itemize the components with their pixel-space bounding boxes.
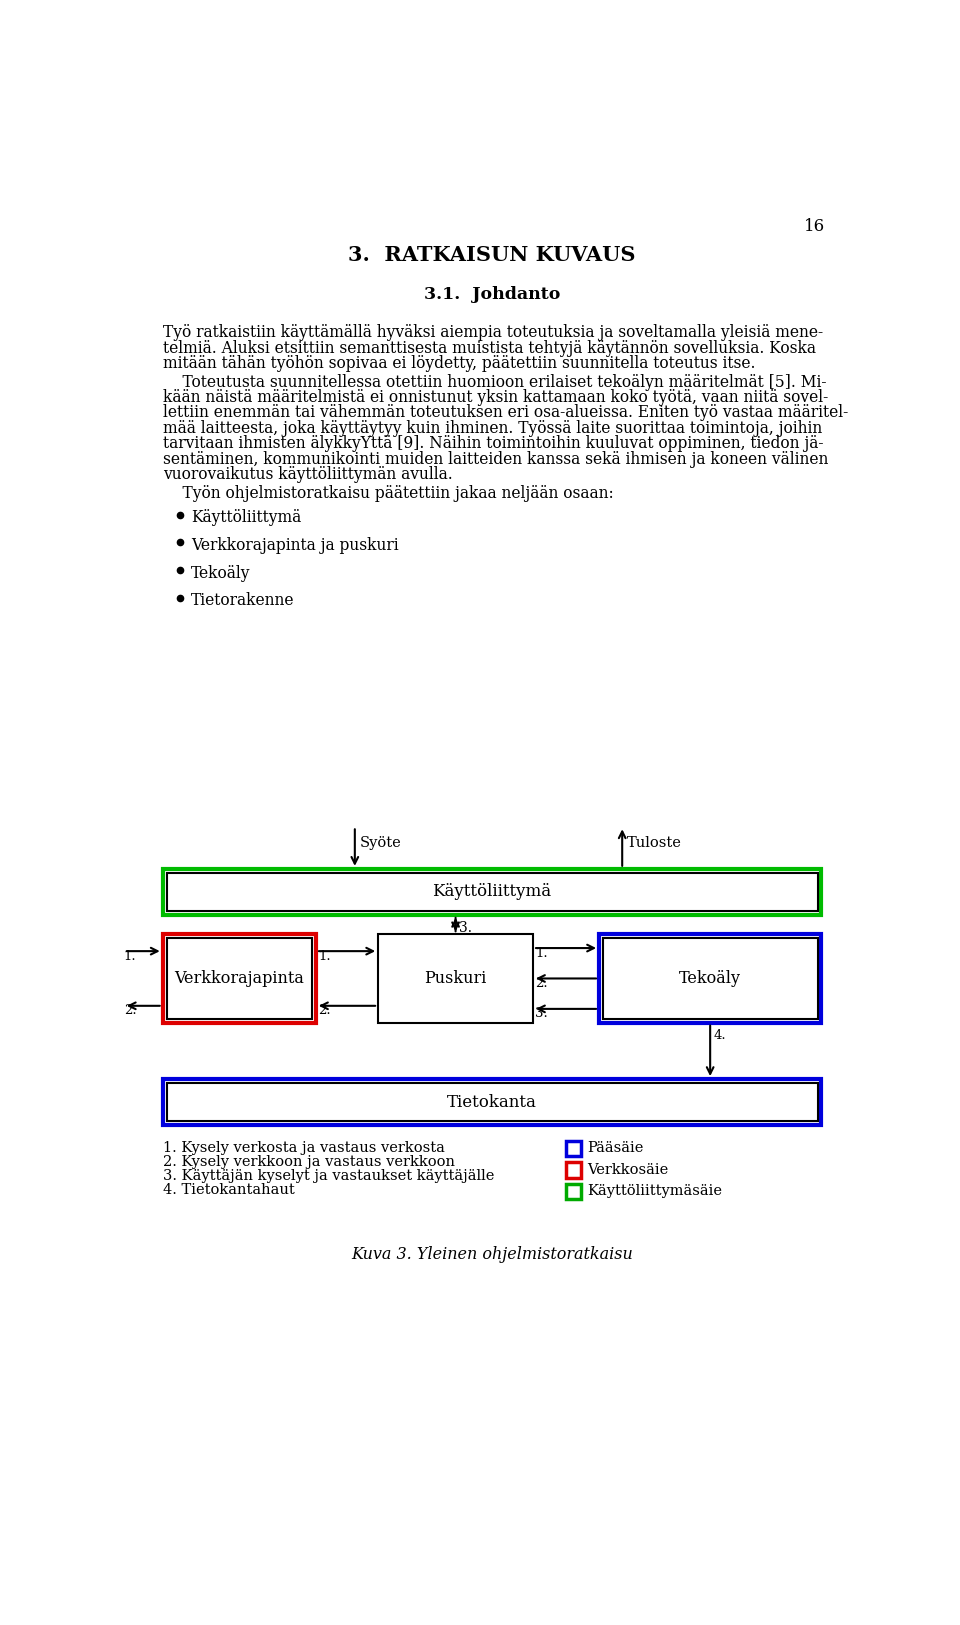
Text: 3.: 3. xyxy=(460,921,472,934)
Text: 1.: 1. xyxy=(536,946,548,959)
Text: Verkkorajapinta: Verkkorajapinta xyxy=(175,970,304,986)
Text: Tietorakenne: Tietorakenne xyxy=(191,593,295,609)
Bar xyxy=(565,1183,581,1199)
Text: tarvitaan ihmisten älykkyYttä [9]. Näihin toimintoihin kuuluvat oppiminen, tiedo: tarvitaan ihmisten älykkyYttä [9]. Näihi… xyxy=(162,436,823,452)
Text: Käyttöliittymä: Käyttöliittymä xyxy=(191,509,301,526)
Bar xyxy=(162,934,316,1022)
Text: Puskuri: Puskuri xyxy=(424,970,487,986)
Bar xyxy=(166,873,818,912)
Text: Syöte: Syöte xyxy=(359,835,401,850)
Text: Käyttöliittymäsäie: Käyttöliittymäsäie xyxy=(588,1185,722,1198)
Text: 1. Kysely verkosta ja vastaus verkosta: 1. Kysely verkosta ja vastaus verkosta xyxy=(162,1141,444,1154)
Text: Tekoäly: Tekoäly xyxy=(191,564,251,582)
Bar xyxy=(378,934,533,1022)
Text: Pääsäie: Pääsäie xyxy=(588,1141,644,1155)
Text: 2. Kysely verkkoon ja vastaus verkkoon: 2. Kysely verkkoon ja vastaus verkkoon xyxy=(162,1155,455,1168)
Bar xyxy=(565,1141,581,1155)
Text: mitään tähän työhön sopivaa ei löydetty, päätettiin suunnitella toteutus itse.: mitään tähän työhön sopivaa ei löydetty,… xyxy=(162,356,756,372)
Text: 3.1.  Johdanto: 3.1. Johdanto xyxy=(423,286,561,302)
Text: 3.: 3. xyxy=(536,1008,548,1020)
Text: 1.: 1. xyxy=(319,949,331,962)
Text: Verkkosäie: Verkkosäie xyxy=(588,1164,668,1176)
Text: 3.  RATKAISUN KUVAUS: 3. RATKAISUN KUVAUS xyxy=(348,245,636,265)
Text: mää laitteesta, joka käyttäytyy kuin ihminen. Työssä laite suorittaa toimintoja,: mää laitteesta, joka käyttäytyy kuin ihm… xyxy=(162,419,822,437)
Text: vuorovaikutus käyttöliittymän avulla.: vuorovaikutus käyttöliittymän avulla. xyxy=(162,466,452,483)
Text: 1.: 1. xyxy=(124,949,136,962)
Bar xyxy=(599,934,822,1022)
Text: 2.: 2. xyxy=(536,977,548,990)
Bar xyxy=(166,938,312,1019)
Text: Tuloste: Tuloste xyxy=(627,835,682,850)
Text: 2.: 2. xyxy=(124,1004,136,1017)
Text: telmiä. Aluksi etsittiin semanttisesta muistista tehtyjä käytännön sovelluksia. : telmiä. Aluksi etsittiin semanttisesta m… xyxy=(162,340,816,358)
Text: Kuva 3. Yleinen ohjelmistoratkaisu: Kuva 3. Yleinen ohjelmistoratkaisu xyxy=(351,1246,633,1263)
Text: Käyttöliittymä: Käyttöliittymä xyxy=(432,884,552,900)
Bar xyxy=(162,1079,822,1124)
Text: kään näistä määritelmistä ei onnistunut yksin kattamaan koko työtä, vaan niitä s: kään näistä määritelmistä ei onnistunut … xyxy=(162,388,828,406)
Text: 3. Käyttäjän kyselyt ja vastaukset käyttäjälle: 3. Käyttäjän kyselyt ja vastaukset käytt… xyxy=(162,1168,494,1183)
Text: Toteutusta suunnitellessa otettiin huomioon erilaiset tekoälyn määritelmät [5]. : Toteutusta suunnitellessa otettiin huomi… xyxy=(162,374,827,390)
Text: Tekoäly: Tekoäly xyxy=(679,970,741,986)
Text: Verkkorajapinta ja puskuri: Verkkorajapinta ja puskuri xyxy=(191,536,399,554)
Bar xyxy=(166,1082,818,1121)
Text: Työn ohjelmistoratkaisu päätettiin jakaa neljään osaan:: Työn ohjelmistoratkaisu päätettiin jakaa… xyxy=(162,484,613,502)
Text: Työ ratkaistiin käyttämällä hyväksi aiempia toteutuksia ja soveltamalla yleisiä : Työ ratkaistiin käyttämällä hyväksi aiem… xyxy=(162,325,823,341)
Text: 2.: 2. xyxy=(319,1004,331,1017)
Text: sentäminen, kommunikointi muiden laitteiden kanssa sekä ihmisen ja koneen väline: sentäminen, kommunikointi muiden laittei… xyxy=(162,450,828,468)
Bar xyxy=(565,1162,581,1178)
Text: Tietokanta: Tietokanta xyxy=(447,1094,537,1110)
Text: 16: 16 xyxy=(804,218,826,236)
Text: 4. Tietokantahaut: 4. Tietokantahaut xyxy=(162,1183,295,1198)
Bar xyxy=(162,869,822,915)
Text: lettiin enemmän tai vähemmän toteutuksen eri osa-alueissa. Eniten työ vastaa mää: lettiin enemmän tai vähemmän toteutuksen… xyxy=(162,405,848,421)
Text: 4.: 4. xyxy=(714,1029,727,1042)
Bar xyxy=(603,938,818,1019)
